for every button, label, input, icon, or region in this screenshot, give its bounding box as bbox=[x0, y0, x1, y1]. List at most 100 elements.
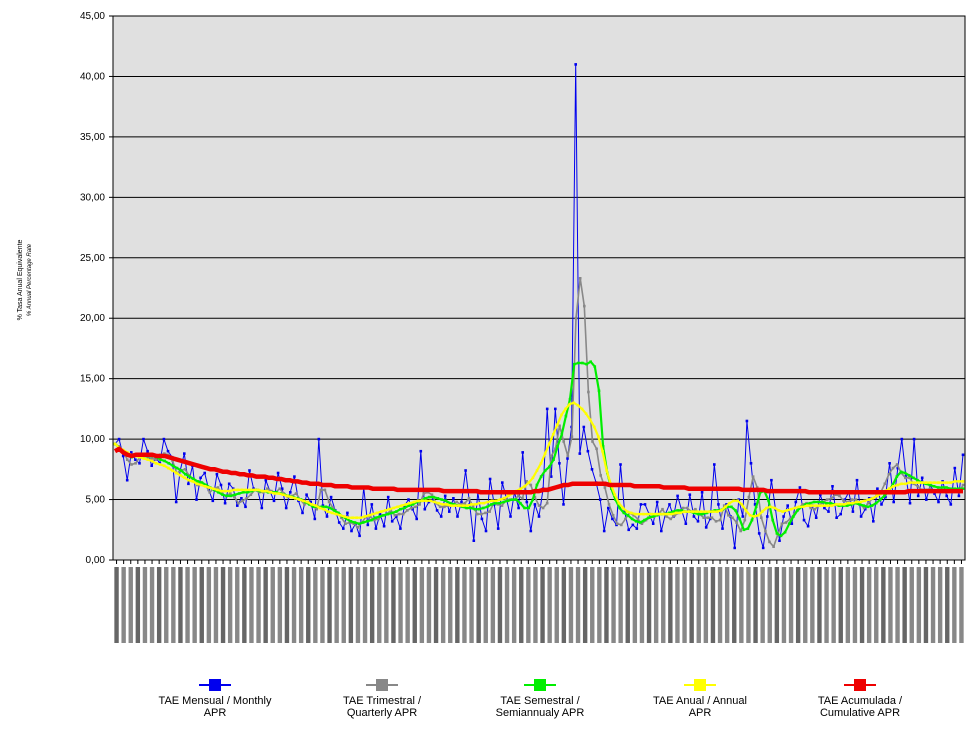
data-point bbox=[900, 437, 904, 441]
data-point bbox=[607, 503, 611, 506]
x-tick-label bbox=[448, 567, 453, 643]
y-axis-subtitle: % Annual Percentage Rate bbox=[27, 243, 33, 316]
data-point bbox=[598, 498, 602, 501]
data-point bbox=[883, 482, 887, 486]
data-point bbox=[668, 503, 671, 506]
data-point bbox=[673, 514, 677, 517]
data-point bbox=[412, 500, 416, 504]
data-point bbox=[322, 507, 326, 511]
data-point bbox=[163, 452, 166, 455]
data-point bbox=[422, 492, 425, 495]
data-point bbox=[233, 493, 237, 496]
data-point bbox=[916, 494, 920, 498]
x-tick-label bbox=[739, 567, 744, 643]
x-tick-label bbox=[156, 567, 162, 643]
data-point bbox=[859, 500, 862, 504]
data-point bbox=[676, 494, 679, 498]
data-point bbox=[618, 506, 621, 510]
x-tick-label bbox=[760, 567, 765, 643]
data-point bbox=[862, 506, 866, 510]
x-tick-label bbox=[590, 567, 595, 643]
x-tick-label bbox=[795, 567, 801, 643]
data-point bbox=[313, 517, 317, 521]
data-point bbox=[327, 500, 331, 504]
data-point bbox=[957, 480, 961, 483]
data-point bbox=[904, 476, 907, 480]
data-point bbox=[543, 469, 547, 472]
data-point bbox=[785, 509, 789, 512]
data-point bbox=[720, 509, 723, 512]
data-point bbox=[525, 500, 529, 504]
data-point bbox=[159, 458, 162, 461]
data-point bbox=[932, 485, 936, 488]
data-point bbox=[928, 483, 932, 487]
data-point bbox=[435, 509, 439, 512]
data-point bbox=[590, 468, 594, 471]
data-point bbox=[583, 304, 586, 308]
data-point bbox=[904, 482, 907, 486]
data-point bbox=[380, 510, 383, 513]
y-tick-label: 35,00 bbox=[80, 132, 105, 143]
x-axis-ticks bbox=[114, 560, 964, 643]
data-point bbox=[900, 482, 903, 486]
data-point bbox=[461, 504, 465, 507]
data-point bbox=[539, 475, 543, 478]
data-point bbox=[351, 516, 354, 519]
data-point bbox=[679, 511, 682, 515]
data-point bbox=[706, 516, 710, 519]
data-point bbox=[390, 511, 394, 515]
data-point bbox=[739, 529, 742, 533]
data-point bbox=[692, 515, 696, 518]
data-point bbox=[627, 528, 630, 532]
data-point bbox=[953, 480, 957, 483]
x-tick-label bbox=[717, 567, 723, 643]
series-lines bbox=[113, 63, 965, 550]
data-point bbox=[195, 482, 199, 486]
data-point bbox=[794, 500, 798, 504]
data-point bbox=[227, 482, 231, 486]
data-point bbox=[502, 500, 506, 504]
data-point bbox=[430, 493, 434, 496]
legend-item-semiannual: TAE Semestral / Semiannualy APR bbox=[455, 676, 625, 719]
data-point bbox=[566, 454, 570, 458]
data-point bbox=[920, 476, 924, 480]
y-axis-label: % Tasa Anual Equivalente % Annual Percen… bbox=[10, 180, 40, 380]
y-tick-label: 15,00 bbox=[80, 374, 105, 385]
data-point bbox=[829, 501, 832, 505]
data-point bbox=[818, 504, 821, 507]
data-point bbox=[237, 492, 241, 495]
data-point bbox=[433, 500, 436, 504]
data-point bbox=[838, 494, 841, 498]
data-point bbox=[810, 504, 813, 507]
data-point bbox=[632, 514, 635, 517]
data-point bbox=[662, 512, 666, 516]
data-point bbox=[875, 494, 879, 498]
data-point bbox=[171, 464, 175, 467]
data-point bbox=[578, 277, 582, 280]
data-point bbox=[778, 539, 781, 542]
x-tick-label bbox=[930, 567, 936, 643]
x-tick-label bbox=[838, 567, 843, 643]
data-point bbox=[781, 510, 784, 513]
legend-swatch-quarterly bbox=[362, 676, 402, 694]
data-point bbox=[936, 486, 940, 489]
data-point bbox=[784, 521, 788, 524]
data-point bbox=[332, 509, 336, 512]
x-tick-label bbox=[866, 567, 872, 643]
data-point bbox=[599, 474, 602, 477]
data-point bbox=[757, 532, 761, 535]
x-tick-label bbox=[242, 567, 247, 643]
data-point bbox=[630, 517, 634, 521]
data-point bbox=[229, 492, 232, 495]
data-point bbox=[240, 497, 243, 500]
x-tick-label bbox=[774, 567, 780, 643]
data-point bbox=[404, 503, 408, 506]
data-point bbox=[366, 520, 369, 523]
data-point bbox=[506, 499, 510, 503]
x-tick-label bbox=[895, 567, 900, 643]
data-point bbox=[554, 407, 557, 411]
data-point bbox=[646, 512, 649, 516]
data-point bbox=[949, 503, 953, 506]
data-point bbox=[527, 506, 530, 510]
data-point bbox=[523, 506, 526, 510]
